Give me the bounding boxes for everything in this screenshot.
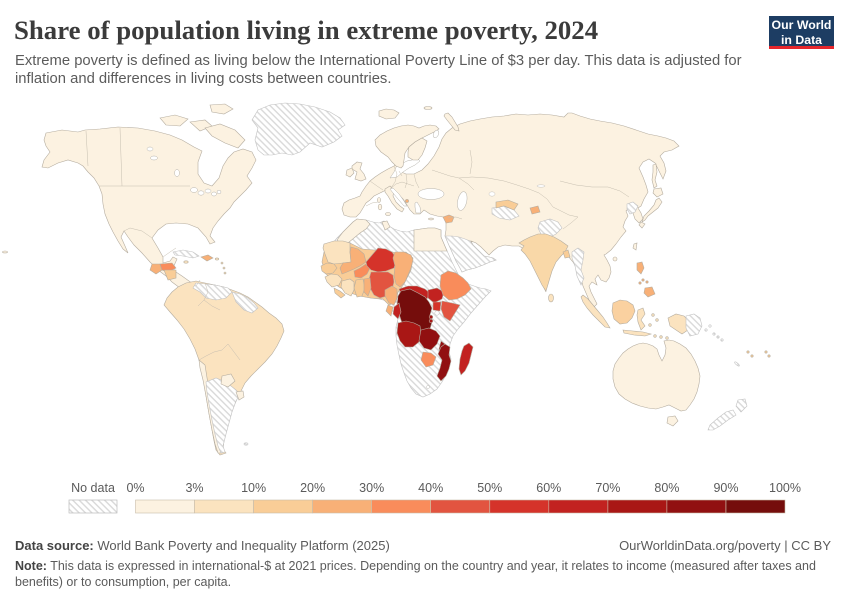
svg-text:20%: 20% (300, 481, 325, 495)
svg-text:100%: 100% (769, 481, 801, 495)
svg-text:60%: 60% (536, 481, 561, 495)
svg-text:0%: 0% (126, 481, 144, 495)
svg-text:30%: 30% (359, 481, 384, 495)
svg-text:3%: 3% (185, 481, 203, 495)
svg-text:No data: No data (71, 481, 115, 495)
svg-text:70%: 70% (595, 481, 620, 495)
svg-text:90%: 90% (713, 481, 738, 495)
svg-text:50%: 50% (477, 481, 502, 495)
svg-text:10%: 10% (241, 481, 266, 495)
svg-text:80%: 80% (654, 481, 679, 495)
svg-text:40%: 40% (418, 481, 443, 495)
